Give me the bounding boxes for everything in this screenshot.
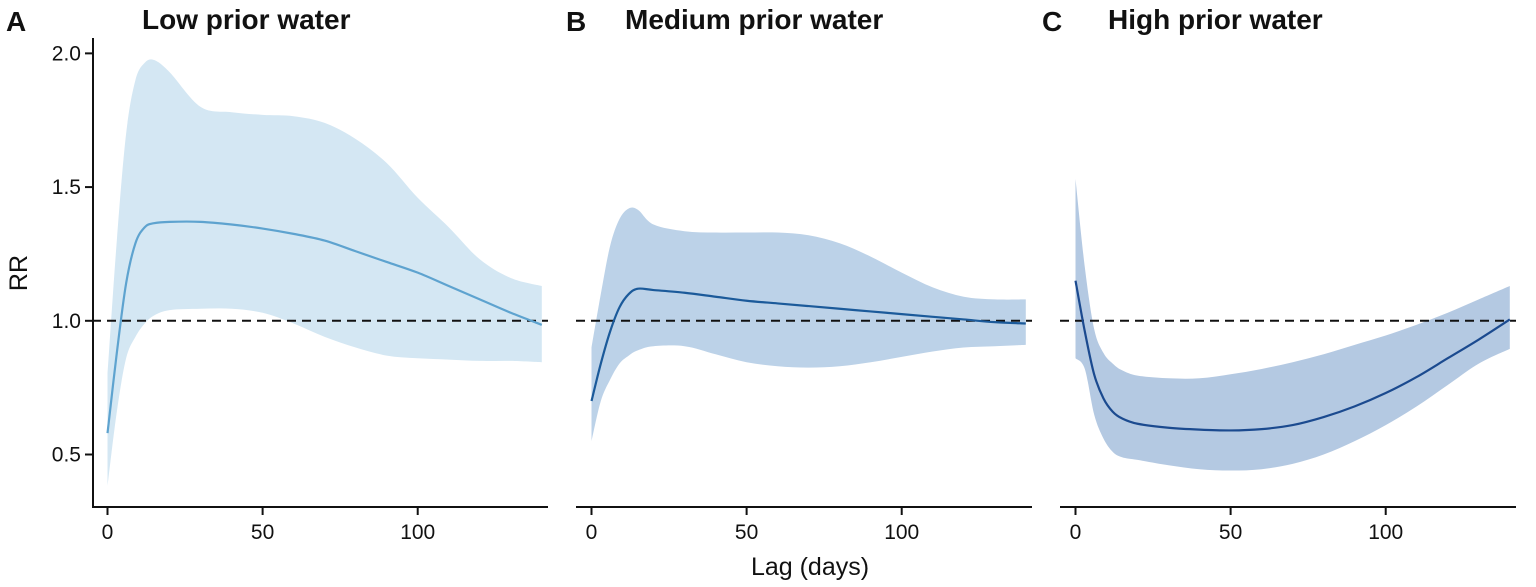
panel-b-plot-area: 0 50 100 (576, 207, 1032, 544)
panel-a-title: Low prior water (142, 4, 351, 35)
panel-a-y-tick-label: 2.0 (52, 42, 81, 65)
panel-c-rr-line (1074, 280, 1511, 432)
panel-a-x-tick-label: 0 (102, 521, 114, 544)
panel-a-low-prior-water: A Low prior water 0 50 100 0.5 1.0 1.5 2.0 (6, 4, 548, 544)
panel-c-title: High prior water (1108, 4, 1323, 35)
panel-c-letter: C (1042, 6, 1062, 37)
panel-a-y-tick-label: 1.5 (52, 176, 81, 199)
panel-b-rr-line (590, 287, 1026, 402)
panel-a-letter: A (6, 6, 26, 37)
y-axis-title: RR (5, 255, 33, 291)
panel-a-ci-band (107, 59, 542, 487)
panel-b-letter: B (566, 6, 586, 37)
panel-a-x-tick-label: 50 (251, 521, 274, 544)
panel-a-rr-line (106, 220, 543, 434)
panel-a-y-tick-label: 0.5 (52, 444, 81, 467)
panel-c-high-prior-water: C High prior water 0 50 100 (1042, 4, 1516, 544)
panel-a-y-tick-label: 1.0 (52, 310, 81, 333)
x-axis-title: Lag (days) (751, 553, 869, 581)
panel-c-x-tick-label: 50 (1219, 521, 1242, 544)
panel-b-x-tick-label: 50 (735, 521, 758, 544)
panel-b-x-tick-label: 0 (586, 521, 598, 544)
panel-a-x-tick-label: 100 (400, 521, 435, 544)
panel-b-ci-band (591, 207, 1026, 442)
panel-c-plot-area: 0 50 100 (1060, 179, 1516, 544)
panel-c-ci-band (1075, 179, 1510, 471)
panel-b-medium-prior-water: B Medium prior water 0 50 100 (566, 4, 1032, 544)
panel-b-title: Medium prior water (625, 4, 883, 35)
panel-b-x-tick-label: 100 (884, 521, 919, 544)
panel-c-x-tick-label: 0 (1070, 521, 1082, 544)
panel-c-x-tick-label: 100 (1368, 521, 1403, 544)
panel-a-plot-area: 0 50 100 0.5 1.0 1.5 2.0 (52, 38, 548, 544)
